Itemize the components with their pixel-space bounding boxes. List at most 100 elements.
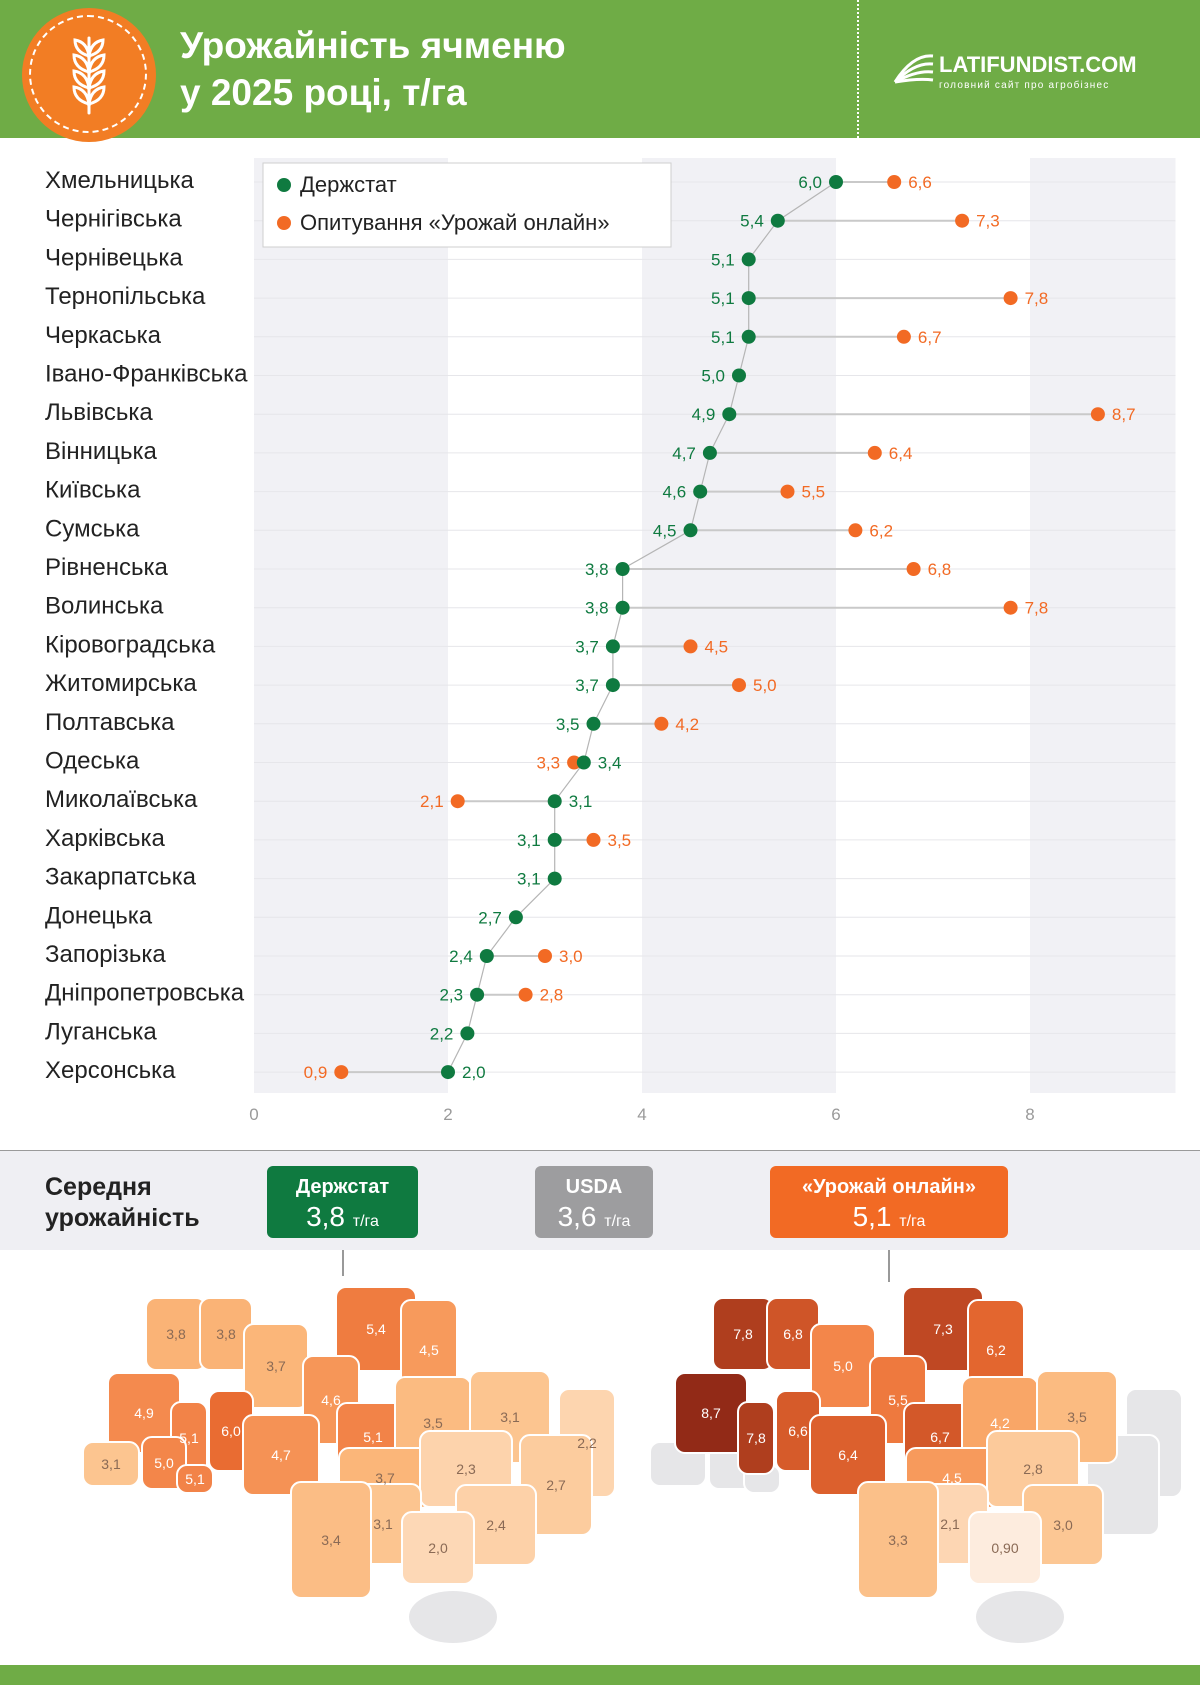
region-label: Волинська (45, 593, 164, 620)
grid-band (642, 158, 836, 1093)
chart-row: Івано-Франківська 5,0 (45, 361, 746, 388)
badge-derzhstat-value: 3,8 (306, 1201, 345, 1232)
map-region-value: 3,1 (373, 1516, 393, 1532)
derzhstat-dot (615, 562, 630, 576)
map-region-value: 4,5 (942, 1470, 962, 1486)
map-region-value: 2,1 (940, 1516, 960, 1532)
map-region-value: 2,0 (428, 1540, 448, 1556)
region-label: Рівненська (45, 554, 168, 581)
legend-derzhstat-marker (277, 178, 291, 192)
survey-value-label: 6,6 (908, 173, 932, 192)
x-axis-ticks: 0 2 4 6 8 (249, 1105, 1034, 1124)
region-label: Київська (45, 477, 141, 504)
derzhstat-dot (460, 1026, 475, 1041)
map-region-value: 4,9 (134, 1405, 154, 1421)
map-survey: 7,8 6,8 5,0 7,3 6,2 8,7 7,8 6,6 5,5 6,4 6,7 4,2 3,5 4… (649, 1286, 1183, 1643)
chart-row: Закарпатська 3,1 (45, 864, 562, 891)
derzhstat-value-label: 5,1 (711, 328, 735, 347)
brand-name: LATIFUNDIST.COM (939, 52, 1137, 77)
chart-row: Вінницька 6,4 4,7 (45, 438, 912, 465)
survey-value-label: 0,9 (304, 1063, 328, 1082)
chart-row: Львівська 8,7 4,9 (45, 399, 1136, 426)
survey-value-label: 2,1 (420, 792, 444, 811)
survey-dot (1003, 600, 1018, 615)
map-region-value: 3,4 (321, 1532, 341, 1548)
map-region-value: 2,2 (577, 1435, 597, 1451)
map-region-value: 4,2 (990, 1415, 1010, 1431)
derzhstat-dot (741, 291, 756, 306)
badge-survey-unit: т/га (899, 1213, 926, 1230)
chart-row: Рівненська 6,8 3,8 (45, 554, 951, 581)
region-label: Запорізька (45, 941, 166, 968)
badge-survey: «Урожай онлайн» 5,1 т/га (770, 1166, 1008, 1238)
derzhstat-dot (693, 484, 708, 499)
map-region (242, 1414, 320, 1496)
average-label-line-2: урожайність (45, 1204, 200, 1232)
derzhstat-value-label: 2,7 (478, 908, 502, 927)
map-region-value: 5,4 (366, 1321, 386, 1337)
derzhstat-dot (770, 213, 785, 228)
derzhstat-dot (470, 987, 485, 1002)
derzhstat-dot (741, 329, 756, 344)
map-region-value: 3,1 (101, 1456, 121, 1472)
map-region-value: 6,2 (986, 1342, 1006, 1358)
survey-dot (567, 755, 582, 770)
badge-usda: USDA 3,6 т/га (535, 1166, 653, 1238)
region-label: Донецька (45, 902, 153, 929)
survey-value-label: 8,7 (1112, 405, 1136, 424)
map-region-value: 6,0 (221, 1423, 241, 1439)
chart-row: Донецька 2,7 (45, 902, 523, 929)
title-line-2: у 2025 році, т/га (180, 72, 467, 113)
chart-row: Житомирська 5,0 3,7 (45, 670, 777, 697)
map-region-value: 3,7 (375, 1470, 395, 1486)
badge-derzhstat: Держстат 3,8 т/га (267, 1166, 418, 1238)
map-region (401, 1511, 475, 1585)
survey-dot (518, 987, 533, 1002)
survey-value-label: 6,8 (928, 560, 952, 579)
derzhstat-dot (702, 445, 717, 460)
derzhstat-dot (547, 794, 562, 809)
map-region-value: 5,1 (363, 1429, 383, 1445)
region-label: Івано-Франківська (45, 361, 248, 388)
region-label: Чернівецька (45, 244, 183, 271)
map-region-value: 3,8 (216, 1326, 236, 1342)
region-label: Хмельницька (45, 167, 195, 194)
map-region-value: 5,0 (154, 1455, 174, 1471)
choropleth-maps: 3,8 3,8 3,7 5,4 4,5 4,9 5,1 6,0 4,6 3,1 5,0 5,1 4,7 5… (82, 1286, 1183, 1643)
derzhstat-dot (547, 871, 562, 886)
badge-usda-value-row: 3,6 т/га (535, 1201, 653, 1233)
region-label: Полтавська (45, 709, 175, 736)
derzhstat-value-label: 2,0 (462, 1063, 486, 1082)
survey-value-label: 5,0 (753, 676, 777, 695)
map-region-value: 3,7 (266, 1358, 286, 1374)
title-line-1: Урожайність ячменю (180, 25, 566, 66)
survey-dot (538, 949, 552, 963)
derzhstat-value-label: 3,1 (517, 831, 541, 850)
grid-band (254, 158, 448, 1093)
map-region (809, 1414, 887, 1496)
survey-value-label: 3,3 (536, 754, 560, 773)
survey-value-label: 7,8 (1025, 289, 1049, 308)
derzhstat-value-label: 3,8 (585, 599, 609, 618)
map-region-value: 7,8 (746, 1430, 766, 1446)
derzhstat-dot (576, 755, 591, 770)
survey-value-label: 5,5 (802, 483, 826, 502)
region-label: Львівська (45, 399, 153, 426)
chart-row: Тернопільська 7,8 5,1 (45, 283, 1048, 310)
region-label: Кіровоградська (45, 631, 216, 658)
chart-row: Волинська 7,8 3,8 (45, 593, 1048, 620)
derzhstat-value-label: 3,7 (575, 637, 599, 656)
chart-row: Сумська 6,2 4,5 (45, 515, 893, 542)
header-bar: Урожайність ячменю у 2025 році, т/га LAT… (0, 0, 1200, 142)
badge-usda-name: USDA (565, 1176, 623, 1198)
region-label: Сумська (45, 515, 140, 542)
derzhstat-dot (605, 678, 620, 693)
survey-value-label: 6,2 (869, 521, 893, 540)
derzhstat-dot (722, 407, 737, 422)
dot-plot-chart: 0 2 4 6 8 Хмельницька 6,6 6,0 Чернігівська 7,3 5,… (45, 158, 1176, 1124)
derzhstat-value-label: 6,0 (798, 173, 822, 192)
badge-derzhstat-value-row: 3,8 т/га (267, 1201, 418, 1233)
page-title: Урожайність ячменю у 2025 році, т/га (180, 22, 566, 116)
survey-dot (906, 562, 921, 576)
survey-dot (1090, 407, 1105, 422)
